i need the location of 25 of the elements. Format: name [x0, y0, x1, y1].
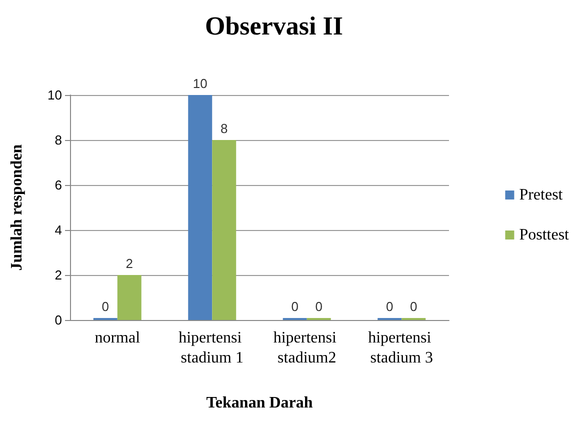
y-tick-label: 4: [54, 222, 62, 238]
chart-title: Observasi II: [205, 12, 343, 40]
y-tick-label: 8: [54, 132, 62, 148]
x-tick-label: hipertensi stadium2: [273, 330, 340, 366]
y-axis-title: Jumlah responden: [8, 144, 26, 271]
x-axis-title: Tekanan Darah: [206, 394, 313, 412]
bar: [212, 140, 236, 320]
x-tick-label: normal: [94, 330, 141, 346]
y-tick-label: 0: [54, 312, 62, 328]
x-tick-label: hipertensi stadium 1: [178, 330, 246, 366]
legend-label: Pretest: [519, 186, 564, 204]
y-tick-label: 10: [48, 88, 62, 102]
data-label: 10: [192, 76, 208, 91]
data-label: 0: [410, 299, 418, 314]
data-label: 2: [126, 256, 133, 271]
data-label: 0: [315, 299, 322, 314]
data-label: 0: [386, 299, 394, 314]
bar: [188, 95, 212, 320]
y-tick-label: 2: [54, 268, 62, 282]
data-label: 0: [102, 299, 109, 314]
data-label: 0: [291, 299, 298, 314]
y-tick-label: 6: [54, 178, 62, 192]
data-label: 8: [220, 121, 228, 136]
x-tick-label: hipertensi stadium 3: [368, 330, 436, 366]
legend-label: Posttest: [519, 226, 570, 244]
